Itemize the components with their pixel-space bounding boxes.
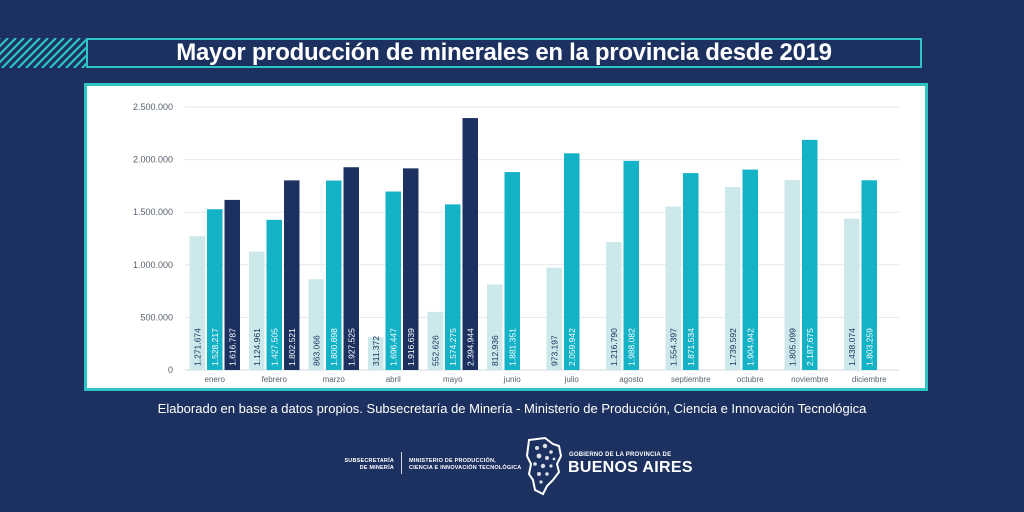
bar bbox=[742, 169, 758, 370]
data-label: 2.059.942 bbox=[567, 328, 577, 366]
bar bbox=[368, 337, 384, 370]
subsecretaria-logo: SUBSECRETARÍA DE MINERÍA bbox=[342, 458, 394, 472]
bar bbox=[343, 167, 359, 370]
bar-chart: 0 500.000 1.000.000 1.500.000 2.000.000 2.500… bbox=[133, 102, 899, 384]
data-label: 2.187.675 bbox=[805, 328, 815, 366]
bar bbox=[427, 311, 443, 370]
bar bbox=[665, 206, 681, 370]
x-tick-label: mayo bbox=[443, 375, 463, 384]
data-label: 812.936 bbox=[490, 335, 500, 366]
bar bbox=[546, 267, 562, 370]
government-line2: BUENOS AIRES bbox=[568, 459, 693, 476]
data-label: 1.427.505 bbox=[269, 328, 279, 366]
data-label: 1.124.961 bbox=[252, 328, 262, 366]
source-note: Elaborado en base a datos propios. Subse… bbox=[157, 401, 867, 416]
bar bbox=[725, 186, 741, 370]
x-tick-label: enero bbox=[205, 375, 226, 384]
bar bbox=[606, 241, 622, 370]
data-label: 1.528.217 bbox=[210, 328, 220, 366]
data-label: 1.739.592 bbox=[728, 328, 738, 366]
hatch-decoration bbox=[0, 38, 100, 68]
y-tick-label: 500.000 bbox=[140, 312, 173, 322]
y-tick-label: 1.500.000 bbox=[133, 207, 173, 217]
subsecretaria-line1: SUBSECRETARÍA bbox=[344, 458, 394, 464]
bar bbox=[623, 160, 639, 370]
data-label: 1.574.275 bbox=[448, 328, 458, 366]
logo-divider bbox=[401, 452, 402, 474]
data-label: 1.271.674 bbox=[192, 328, 202, 366]
data-label: 1.927.525 bbox=[346, 328, 356, 366]
bar bbox=[784, 180, 800, 370]
bar bbox=[445, 204, 461, 370]
y-tick-label: 1.000.000 bbox=[133, 260, 173, 270]
data-label: 1.696.447 bbox=[388, 328, 398, 366]
chart-panel: 0 500.000 1.000.000 1.500.000 2.000.000 2.500… bbox=[84, 83, 928, 391]
bar bbox=[284, 180, 300, 370]
bar bbox=[224, 199, 240, 370]
bar bbox=[462, 118, 478, 370]
y-tick-label: 2.000.000 bbox=[133, 155, 173, 165]
bar bbox=[266, 219, 282, 370]
x-tick-label: septiembre bbox=[671, 375, 711, 384]
bar bbox=[683, 173, 699, 370]
bar bbox=[504, 172, 520, 370]
bar bbox=[249, 251, 265, 370]
bar bbox=[403, 168, 419, 370]
x-tick-label: abril bbox=[386, 375, 401, 384]
x-tick-label: marzo bbox=[323, 375, 346, 384]
data-label: 1.988.082 bbox=[626, 328, 636, 366]
x-tick-label: junio bbox=[503, 375, 521, 384]
x-tick-label: diciembre bbox=[852, 375, 887, 384]
y-tick-label: 0 bbox=[168, 365, 173, 375]
bar bbox=[564, 153, 580, 370]
data-label: 1.802.521 bbox=[287, 328, 297, 366]
data-label: 863.066 bbox=[311, 335, 321, 366]
data-label: 2.394.944 bbox=[465, 328, 475, 366]
ministry-line1: MINISTERIO DE PRODUCCIÓN, bbox=[409, 458, 496, 464]
data-label: 1.871.534 bbox=[686, 328, 696, 366]
data-label: 1.881.351 bbox=[507, 328, 517, 366]
data-label: 1.916.639 bbox=[406, 328, 416, 366]
subsecretaria-line2: DE MINERÍA bbox=[359, 465, 394, 471]
data-label: 1.803.259 bbox=[864, 328, 874, 366]
x-tick-label: febrero bbox=[262, 375, 288, 384]
footer-logos: SUBSECRETARÍA DE MINERÍA MINISTERIO DE P… bbox=[0, 432, 1024, 496]
y-tick-label: 2.500.000 bbox=[133, 102, 173, 112]
ministry-line2: CIENCIA E INNOVACIÓN TECNOLÓGICA bbox=[409, 465, 522, 471]
bar bbox=[861, 180, 877, 370]
data-label: 1.904.942 bbox=[745, 328, 755, 366]
province-map-icon bbox=[525, 436, 563, 496]
page-title: Mayor producción de minerales en la prov… bbox=[176, 39, 832, 66]
data-label: 1.616.787 bbox=[227, 328, 237, 366]
x-tick-label: noviembre bbox=[791, 375, 829, 384]
data-label: 1.805.099 bbox=[787, 328, 797, 366]
data-label: 1.438.074 bbox=[847, 328, 857, 366]
data-label: 973.197 bbox=[549, 335, 559, 366]
x-tick-label: octubre bbox=[737, 375, 764, 384]
government-line1: GOBIERNO DE LA PROVINCIA DE bbox=[569, 452, 672, 458]
data-label: 1.800.898 bbox=[329, 328, 339, 366]
bar bbox=[207, 209, 223, 370]
ministry-logo: MINISTERIO DE PRODUCCIÓN, CIENCIA E INNO… bbox=[409, 458, 529, 472]
bar bbox=[844, 218, 860, 370]
data-label: 1.554.397 bbox=[668, 328, 678, 366]
data-label: 311.372 bbox=[371, 336, 381, 366]
bar bbox=[802, 139, 818, 370]
data-label: 1.216.790 bbox=[609, 328, 619, 366]
bar bbox=[385, 191, 401, 370]
x-tick-label: julio bbox=[564, 375, 580, 384]
bar bbox=[487, 284, 503, 370]
data-label: 552.626 bbox=[430, 335, 440, 366]
x-tick-label: agosto bbox=[619, 375, 644, 384]
bar bbox=[308, 279, 324, 370]
bar bbox=[326, 180, 342, 370]
bar bbox=[189, 236, 205, 370]
title-box: Mayor producción de minerales en la prov… bbox=[86, 38, 922, 68]
